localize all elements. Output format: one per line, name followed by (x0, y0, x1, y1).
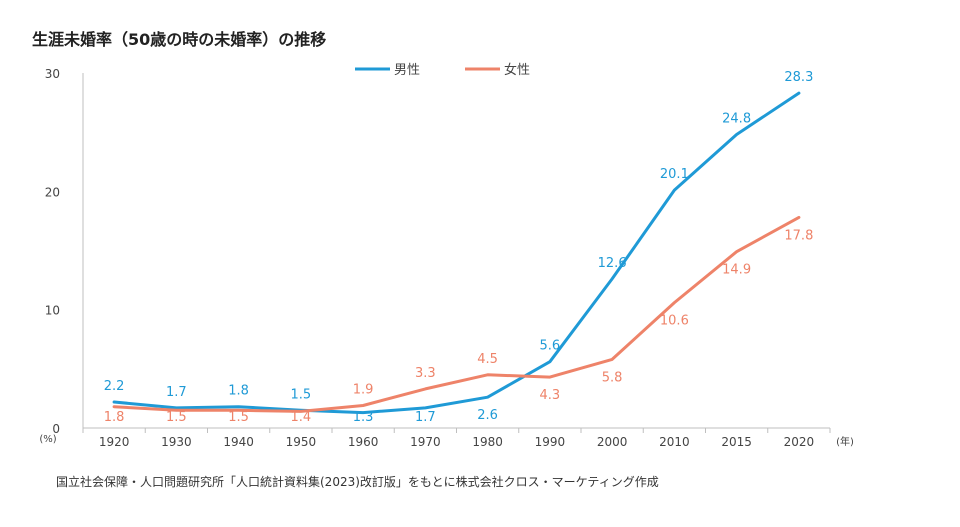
data-label-female: 1.4 (291, 410, 312, 425)
data-label-female: 4.3 (540, 388, 561, 403)
data-label-female: 1.8 (104, 410, 125, 425)
data-label-male: 12.6 (598, 256, 627, 271)
x-tick-label: 2010 (659, 435, 690, 449)
data-label-female: 1.9 (353, 383, 374, 398)
data-label-male: 1.7 (415, 410, 436, 425)
series-lines (112, 91, 801, 415)
data-label-female: 1.5 (228, 410, 249, 425)
x-axis-unit: (年) (836, 435, 854, 448)
data-label-male: 1.5 (291, 387, 312, 402)
legend-label-female: 女性 (504, 62, 530, 78)
data-labels: 2.2 1.7 1.8 1.5 1.3 1.7 2.6 5.6 12.6 20.1 24.8 28.3… (104, 70, 814, 425)
source-note: 国立社会保障・人口問題研究所「人口統計資料集(2023)改訂版」をもとに株式会社… (56, 475, 659, 489)
x-tick-label: 2015 (721, 435, 752, 449)
x-tick-label: 1920 (99, 435, 130, 449)
y-axis-unit: (%) (39, 434, 56, 445)
axes (82, 73, 830, 429)
data-label-female: 3.3 (415, 366, 436, 381)
y-axis-ticks: 0 10 20 30 (45, 67, 60, 436)
x-tick-label: 1950 (286, 435, 317, 449)
legend: 男性 女性 (355, 62, 530, 78)
x-tick-label: 1970 (410, 435, 441, 449)
data-label-male: 28.3 (784, 70, 813, 85)
data-label-female: 10.6 (660, 314, 689, 329)
legend-label-male: 男性 (394, 63, 420, 78)
data-label-female: 17.8 (784, 228, 813, 243)
data-label-female: 1.5 (166, 410, 187, 425)
x-tick-label: 2020 (784, 435, 815, 449)
x-tick-label: 1930 (161, 435, 192, 449)
data-label-male: 1.3 (353, 410, 374, 425)
data-label-male: 5.6 (540, 339, 561, 354)
data-label-male: 2.6 (477, 408, 498, 423)
data-label-male: 20.1 (660, 167, 689, 182)
data-label-female: 4.5 (477, 352, 498, 367)
x-tick-label: 1940 (223, 435, 254, 449)
y-tick-label: 20 (45, 185, 60, 199)
y-tick-label: 30 (45, 67, 60, 81)
x-tick-label: 1960 (348, 435, 379, 449)
data-label-female: 5.8 (602, 370, 623, 385)
data-label-female: 14.9 (722, 263, 751, 278)
data-label-male: 2.2 (104, 379, 125, 394)
chart-title: 生涯未婚率（50歳の時の未婚率）の推移 (32, 30, 327, 49)
y-tick-label: 0 (52, 422, 60, 436)
series-line-male (112, 91, 801, 415)
x-tick-label: 1980 (472, 435, 503, 449)
data-label-male: 24.8 (722, 112, 751, 127)
data-label-male: 1.8 (228, 384, 249, 399)
x-tick-label: 2000 (597, 435, 628, 449)
data-label-male: 1.7 (166, 385, 187, 400)
x-tick-label: 1990 (535, 435, 566, 449)
x-axis-ticks: 1920 1930 1940 1950 1960 1970 1980 1990 2000 2010… (82, 428, 831, 449)
series-line-female (112, 215, 801, 413)
y-tick-label: 10 (45, 304, 60, 318)
